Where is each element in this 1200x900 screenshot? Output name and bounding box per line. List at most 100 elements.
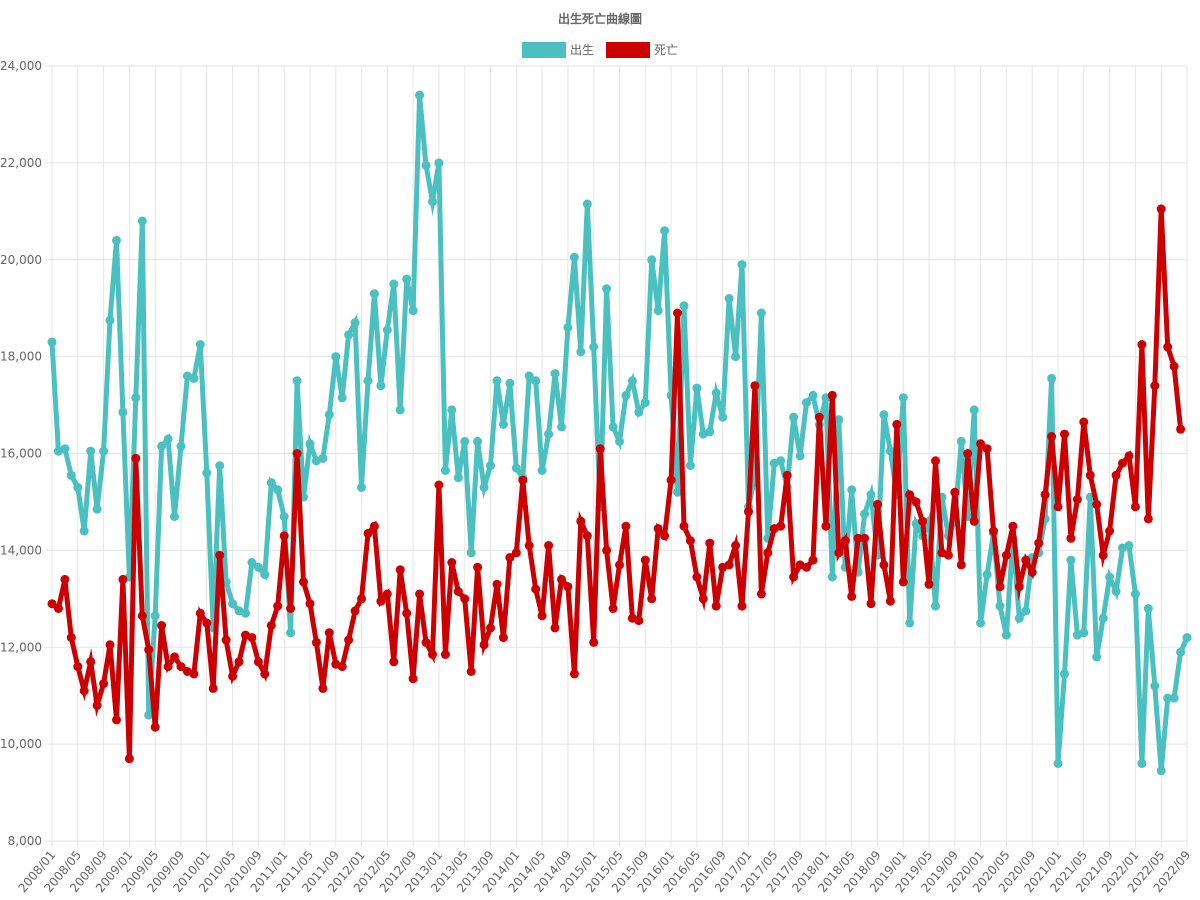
data-point — [866, 599, 876, 609]
data-point — [1169, 361, 1179, 371]
data-point — [1014, 582, 1024, 592]
data-point — [511, 548, 521, 558]
data-point — [112, 235, 121, 245]
data-point — [47, 337, 57, 347]
data-point — [118, 574, 128, 584]
data-point — [673, 308, 682, 318]
data-point — [802, 562, 811, 572]
data-point — [718, 412, 728, 422]
y-tick-label: 16,000 — [0, 447, 42, 461]
data-point — [1053, 502, 1063, 512]
data-point — [705, 538, 715, 548]
data-point — [363, 528, 373, 538]
data-point — [466, 667, 476, 676]
data-point — [498, 633, 508, 643]
data-point — [66, 470, 76, 480]
data-point — [47, 599, 57, 609]
data-point — [1066, 555, 1076, 565]
data-point — [1137, 340, 1147, 349]
data-point — [131, 453, 141, 463]
data-point — [505, 378, 515, 388]
data-point — [479, 482, 489, 492]
data-point — [840, 536, 850, 546]
data-point — [640, 398, 650, 408]
data-point — [595, 444, 605, 454]
data-point — [1027, 567, 1037, 577]
data-point — [357, 482, 366, 492]
data-point — [440, 650, 450, 659]
data-point — [324, 410, 334, 420]
data-point — [486, 461, 495, 471]
data-point — [1079, 417, 1089, 427]
data-point — [382, 589, 392, 599]
data-point — [821, 521, 831, 531]
data-point — [1124, 451, 1134, 461]
data-point — [853, 533, 863, 543]
data-point — [266, 621, 276, 630]
data-point — [711, 388, 721, 398]
data-point — [1008, 521, 1018, 531]
data-point — [460, 594, 470, 604]
data-point — [1105, 526, 1115, 536]
data-point — [1092, 499, 1102, 509]
data-point — [1176, 647, 1186, 657]
data-point — [576, 347, 586, 357]
data-point — [911, 497, 921, 507]
data-point — [898, 393, 908, 403]
data-point — [324, 628, 334, 638]
data-point — [563, 323, 573, 333]
y-tick-label: 12,000 — [0, 640, 42, 654]
data-point — [292, 376, 302, 386]
data-point — [53, 604, 63, 613]
data-point — [150, 722, 160, 732]
data-point — [389, 657, 399, 667]
data-point — [627, 376, 637, 386]
data-point — [279, 512, 289, 521]
data-point — [866, 490, 876, 500]
y-tick-label: 10,000 — [0, 737, 42, 751]
series-line — [50, 208, 1184, 759]
data-point — [956, 560, 966, 570]
legend-item-death[interactable]: 死亡 — [606, 41, 678, 58]
data-point — [1047, 373, 1057, 383]
data-point — [756, 589, 766, 599]
data-point — [447, 558, 457, 567]
data-point — [369, 289, 379, 299]
data-point — [782, 470, 792, 480]
y-tick-label: 22,000 — [0, 156, 42, 170]
data-point — [357, 594, 366, 604]
data-point — [879, 560, 889, 570]
data-point — [60, 444, 70, 454]
data-point — [989, 526, 998, 536]
data-point — [589, 342, 599, 352]
data-point — [569, 252, 579, 262]
data-point — [685, 461, 695, 471]
data-point — [1150, 681, 1160, 691]
data-point — [1111, 470, 1121, 480]
data-point — [163, 434, 173, 444]
data-point — [969, 516, 979, 526]
data-point — [408, 306, 418, 316]
data-point — [1143, 604, 1153, 613]
data-point — [1066, 533, 1076, 543]
data-point — [1014, 613, 1024, 623]
data-point — [789, 412, 799, 422]
legend-item-birth[interactable]: 出生 — [521, 41, 594, 58]
data-point — [350, 606, 360, 616]
data-point — [137, 216, 147, 226]
data-point — [963, 449, 973, 458]
data-point — [415, 90, 425, 100]
data-point — [621, 521, 631, 531]
data-point — [827, 390, 837, 400]
data-point — [1040, 490, 1050, 500]
data-point — [228, 599, 238, 609]
data-point — [976, 439, 986, 449]
data-point — [253, 562, 263, 572]
data-point — [1060, 669, 1069, 679]
chart-title: 出生死亡曲線圖 — [557, 12, 642, 26]
data-point — [99, 446, 109, 456]
data-point — [428, 197, 437, 207]
data-point — [795, 451, 805, 461]
data-point — [615, 436, 624, 446]
data-point — [215, 461, 225, 471]
